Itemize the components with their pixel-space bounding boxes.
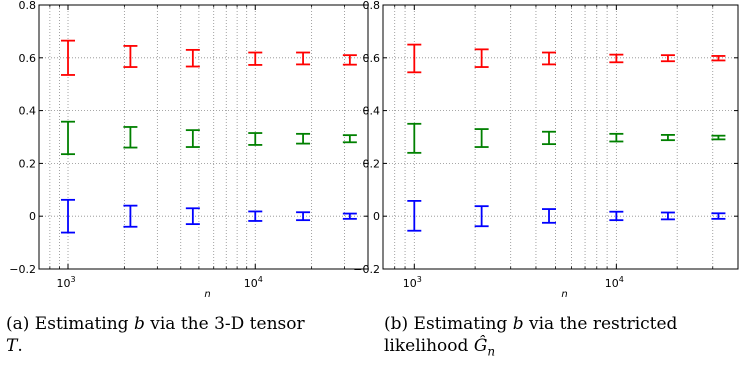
axes-frame bbox=[38, 4, 369, 270]
caption-b-line2: likelihood bbox=[384, 336, 469, 356]
plot-area bbox=[39, 5, 368, 269]
x-axis-label: n bbox=[561, 289, 567, 300]
y-tick-label: 0.8 bbox=[19, 0, 37, 12]
y-tick-label: 0.4 bbox=[19, 105, 37, 118]
y-tick-label: 0 bbox=[29, 210, 36, 223]
x-tick-label: 104 bbox=[244, 275, 263, 290]
y-tick-label: 0.6 bbox=[19, 52, 37, 65]
caption-a-label: (a) Estimating bbox=[6, 314, 129, 334]
blue-errorbar bbox=[123, 204, 138, 228]
blue-errorbar bbox=[248, 210, 263, 222]
green-errorbar bbox=[609, 132, 624, 143]
blue-errorbar bbox=[407, 199, 422, 232]
plot-area bbox=[383, 5, 738, 269]
red-errorbar bbox=[660, 54, 675, 63]
red-errorbar bbox=[542, 51, 557, 66]
blue-errorbar bbox=[61, 198, 76, 234]
red-errorbar bbox=[474, 48, 489, 68]
caption-b-end: Ĝ bbox=[473, 336, 488, 356]
red-errorbar bbox=[248, 51, 263, 66]
axes-frame bbox=[382, 4, 739, 270]
blue-errorbar bbox=[609, 210, 624, 222]
y-tick-label: −0.2 bbox=[9, 263, 36, 276]
y-tick-label: 0.2 bbox=[19, 157, 37, 170]
blue-errorbar bbox=[342, 212, 357, 220]
caption-a-end-punct: . bbox=[17, 336, 23, 356]
red-errorbar bbox=[342, 54, 357, 66]
red-errorbar bbox=[185, 48, 200, 68]
blue-errorbar bbox=[660, 211, 675, 221]
caption-b-var: b bbox=[512, 314, 524, 334]
blue-errorbar bbox=[711, 212, 726, 220]
figure-panels: −0.2 0 0.2 0.4 0.6 0.8 103 104 n −0.2 0 0.2 0.4 0.6 0.… bbox=[9, 0, 739, 300]
green-errorbar bbox=[474, 128, 489, 148]
green-errorbar bbox=[407, 122, 422, 154]
green-errorbar bbox=[342, 134, 357, 144]
caption-b-label: (b) Estimating bbox=[384, 314, 508, 334]
green-errorbar bbox=[660, 133, 675, 142]
green-errorbar bbox=[296, 132, 311, 145]
x-tick-label: 103 bbox=[403, 275, 422, 290]
blue-errorbar bbox=[542, 208, 557, 224]
y-tick-label: −0.2 bbox=[353, 263, 380, 276]
green-errorbar bbox=[711, 134, 726, 141]
red-errorbar bbox=[123, 45, 138, 68]
blue-errorbar bbox=[474, 205, 489, 228]
green-errorbar bbox=[185, 129, 200, 148]
green-errorbar bbox=[542, 130, 557, 146]
caption-b-mid: via the restricted bbox=[529, 314, 678, 334]
red-errorbar bbox=[711, 55, 726, 62]
red-errorbar bbox=[61, 39, 76, 76]
red-errorbar bbox=[296, 51, 311, 66]
caption-a-var: b bbox=[133, 314, 145, 334]
x-tick-label: 104 bbox=[605, 275, 624, 290]
caption-a-end: T bbox=[6, 336, 18, 356]
caption-a: (a) Estimating b via the 3-D tensor T. bbox=[6, 313, 305, 357]
red-errorbar bbox=[407, 43, 422, 74]
caption-b-end-sub: n bbox=[487, 344, 496, 359]
x-axis-label: n bbox=[204, 289, 210, 300]
y-tick-label: 0.2 bbox=[363, 157, 381, 170]
caption-a-mid: via the 3-D tensor bbox=[150, 314, 305, 334]
green-errorbar bbox=[61, 120, 76, 156]
caption-b: (b) Estimating b via the restricted like… bbox=[384, 313, 677, 362]
green-errorbar bbox=[248, 132, 263, 146]
green-errorbar bbox=[123, 126, 138, 149]
y-tick-label: 0.4 bbox=[363, 105, 381, 118]
x-tick-label: 103 bbox=[56, 275, 75, 290]
chart-panel-b: −0.2 0 0.2 0.4 0.6 0.8 103 104 n bbox=[353, 0, 739, 300]
y-tick-label: 0.8 bbox=[363, 0, 381, 12]
chart-panel-a: −0.2 0 0.2 0.4 0.6 0.8 103 104 n bbox=[9, 0, 369, 300]
blue-errorbar bbox=[185, 207, 200, 226]
red-errorbar bbox=[609, 53, 624, 64]
y-tick-label: 0.6 bbox=[363, 52, 381, 65]
y-tick-label: 0 bbox=[373, 210, 380, 223]
blue-errorbar bbox=[296, 211, 311, 222]
